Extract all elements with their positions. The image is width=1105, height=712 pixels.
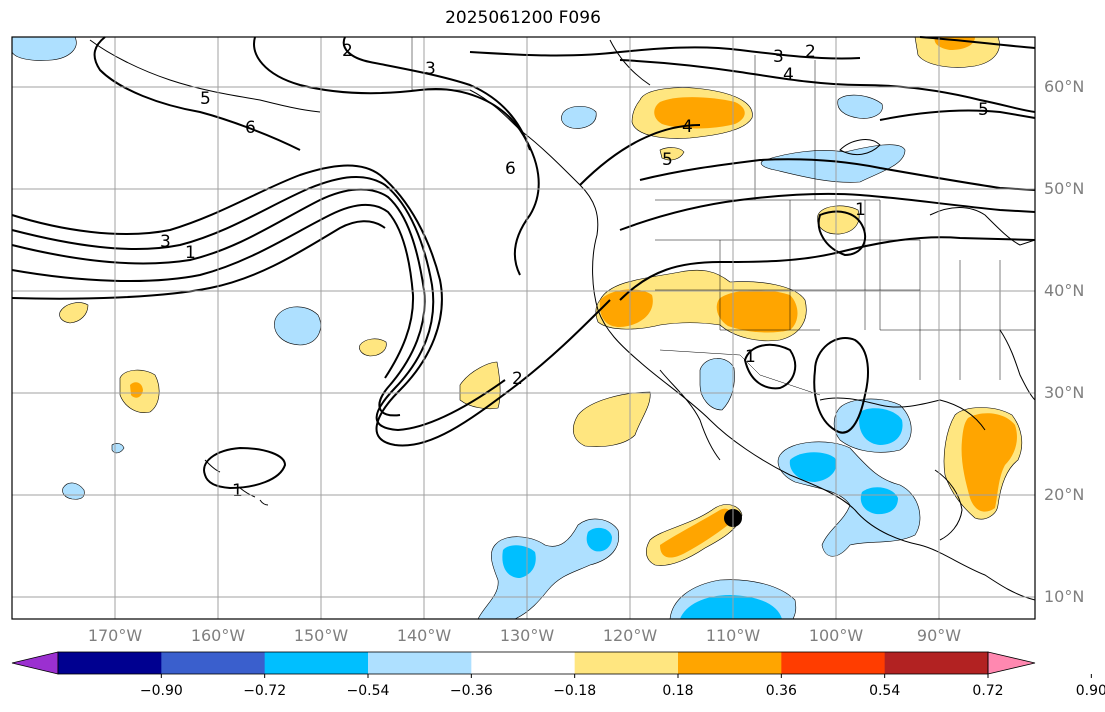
latitude-label: 10°N (1044, 587, 1085, 606)
longitude-label: 90°W (916, 626, 962, 645)
colorbar-tick-label: 0.72 (972, 683, 1004, 699)
map-frame (11, 36, 1036, 620)
negative-anomaly-core (502, 408, 903, 619)
colorbar-segment (368, 652, 472, 674)
political-borders (411, 37, 1035, 396)
latitude-label: 20°N (1044, 485, 1085, 504)
colorbar-tick-label: 0.90 (1075, 683, 1105, 699)
latitude-label: 50°N (1044, 179, 1085, 198)
contour-label: 3 (425, 59, 436, 79)
latitude-label: 30°N (1044, 383, 1085, 402)
positive-anomaly-core (130, 37, 1017, 558)
colorbar (11, 651, 1092, 678)
colorbar-tick-label: −0.72 (243, 683, 287, 699)
colorbar-outline (57, 651, 989, 675)
contour-label: 1 (745, 347, 756, 367)
contour-label: 5 (200, 89, 211, 109)
colorbar-tick-label: 0.54 (869, 683, 901, 699)
colorbar-extension-high (987, 651, 1036, 675)
colorbar-extension-low (11, 651, 59, 675)
latitude-label: 40°N (1044, 281, 1085, 300)
contour-label: 5 (978, 100, 989, 120)
contour-label: 5 (662, 150, 673, 170)
colorbar-segment (574, 652, 679, 674)
colorbar-segment (471, 652, 576, 674)
colorbar-tick-label: 0.36 (765, 683, 797, 699)
contour-label: 4 (682, 117, 693, 137)
longitude-label: 150°W (293, 626, 349, 645)
contour-label: 2 (512, 369, 523, 389)
latitude-label: 60°N (1044, 77, 1085, 96)
map-title: 2025061200 F096 (445, 8, 601, 28)
longitude-label: 100°W (808, 626, 864, 645)
contour-label: 3 (773, 47, 784, 67)
coastlines (89, 39, 1036, 601)
contour-lines (11, 36, 1036, 490)
contour-label: 1 (855, 200, 866, 220)
longitude-label: 120°W (602, 626, 658, 645)
contour-label: 2 (805, 42, 816, 62)
longitude-label: 130°W (499, 626, 555, 645)
longitude-label: 160°W (190, 626, 246, 645)
contour-label: 2 (342, 41, 353, 61)
contour-label: 3 (160, 232, 171, 252)
longitude-label: 140°W (396, 626, 452, 645)
longitude-label: 170°W (87, 626, 143, 645)
colorbar-tick-label: −0.54 (346, 683, 390, 699)
colorbar-segment (58, 652, 162, 674)
colorbar-segment (264, 652, 369, 674)
contour-label: 1 (232, 481, 243, 501)
gridlines (12, 37, 1035, 619)
colorbar-tick-label: −0.18 (553, 683, 597, 699)
colorbar-tick-label: −0.36 (449, 683, 493, 699)
longitude-label: 110°W (705, 626, 761, 645)
contour-label: 6 (245, 118, 256, 138)
contour-label: 1 (185, 243, 196, 263)
contour-labels: 1 3 2 3 5 6 6 2 1 4 5 3 2 4 5 1 1 (160, 41, 989, 501)
contour-label: 4 (783, 65, 794, 85)
colorbar-segment (161, 652, 266, 674)
colorbar-segment (678, 652, 782, 674)
colorbar-segment (884, 652, 989, 674)
contour-label: 6 (505, 159, 516, 179)
colorbar-tick-label: 0.18 (662, 683, 694, 699)
colorbar-tick-label: −0.90 (139, 683, 183, 699)
colorbar-segment (781, 652, 886, 674)
